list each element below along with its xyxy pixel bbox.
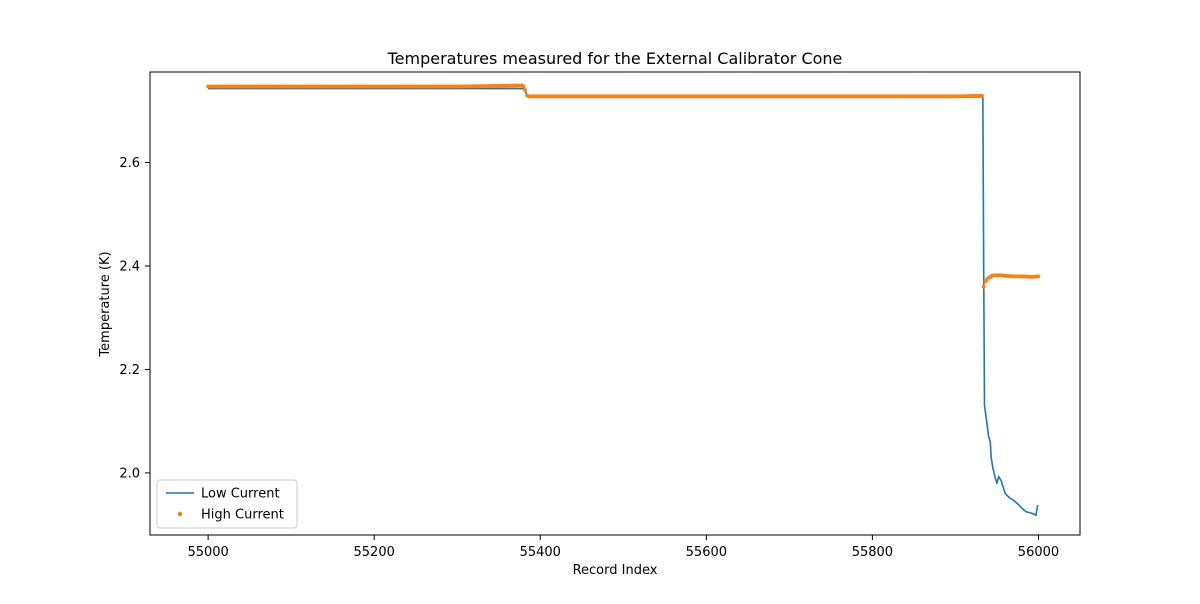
x-tick-label: 55400 [520, 545, 561, 560]
y-tick-label: 2.0 [119, 466, 140, 481]
x-tick-label: 56000 [1018, 545, 1059, 560]
y-tick-label: 2.6 [119, 156, 140, 171]
x-tick-label: 55200 [354, 545, 395, 560]
data-point-high-current [980, 93, 984, 98]
data-point-high-current [521, 84, 526, 89]
x-axis-label: Record Index [573, 563, 658, 578]
x-tick-label: 55600 [686, 545, 727, 560]
x-tick-label: 55800 [852, 545, 893, 560]
legend-label-low-current: Low Current [201, 487, 280, 502]
axes-frame [149, 71, 1081, 536]
series-markers-high-current [206, 83, 1041, 289]
data-point-high-current [1036, 274, 1041, 279]
plot-area [206, 83, 1041, 517]
y-tick-label: 2.4 [119, 259, 140, 274]
legend-swatch-high-current [177, 511, 183, 517]
series-group [206, 83, 1041, 517]
x-tick-label: 55000 [187, 545, 228, 560]
y-tick-label: 2.2 [119, 363, 140, 378]
data-point-high-current [981, 284, 986, 289]
data-point-high-current [523, 88, 528, 93]
chart-title: Temperatures measured for the External C… [387, 49, 843, 68]
legend-label-high-current: High Current [201, 508, 284, 523]
legend-box [156, 479, 298, 529]
legend: Low Current High Current [156, 479, 298, 529]
axes: 55000 55200 55400 55600 55800 56000 2.0 2.2 2.4 2… [119, 71, 1081, 560]
y-axis-label: Temperature (K) [98, 251, 113, 357]
